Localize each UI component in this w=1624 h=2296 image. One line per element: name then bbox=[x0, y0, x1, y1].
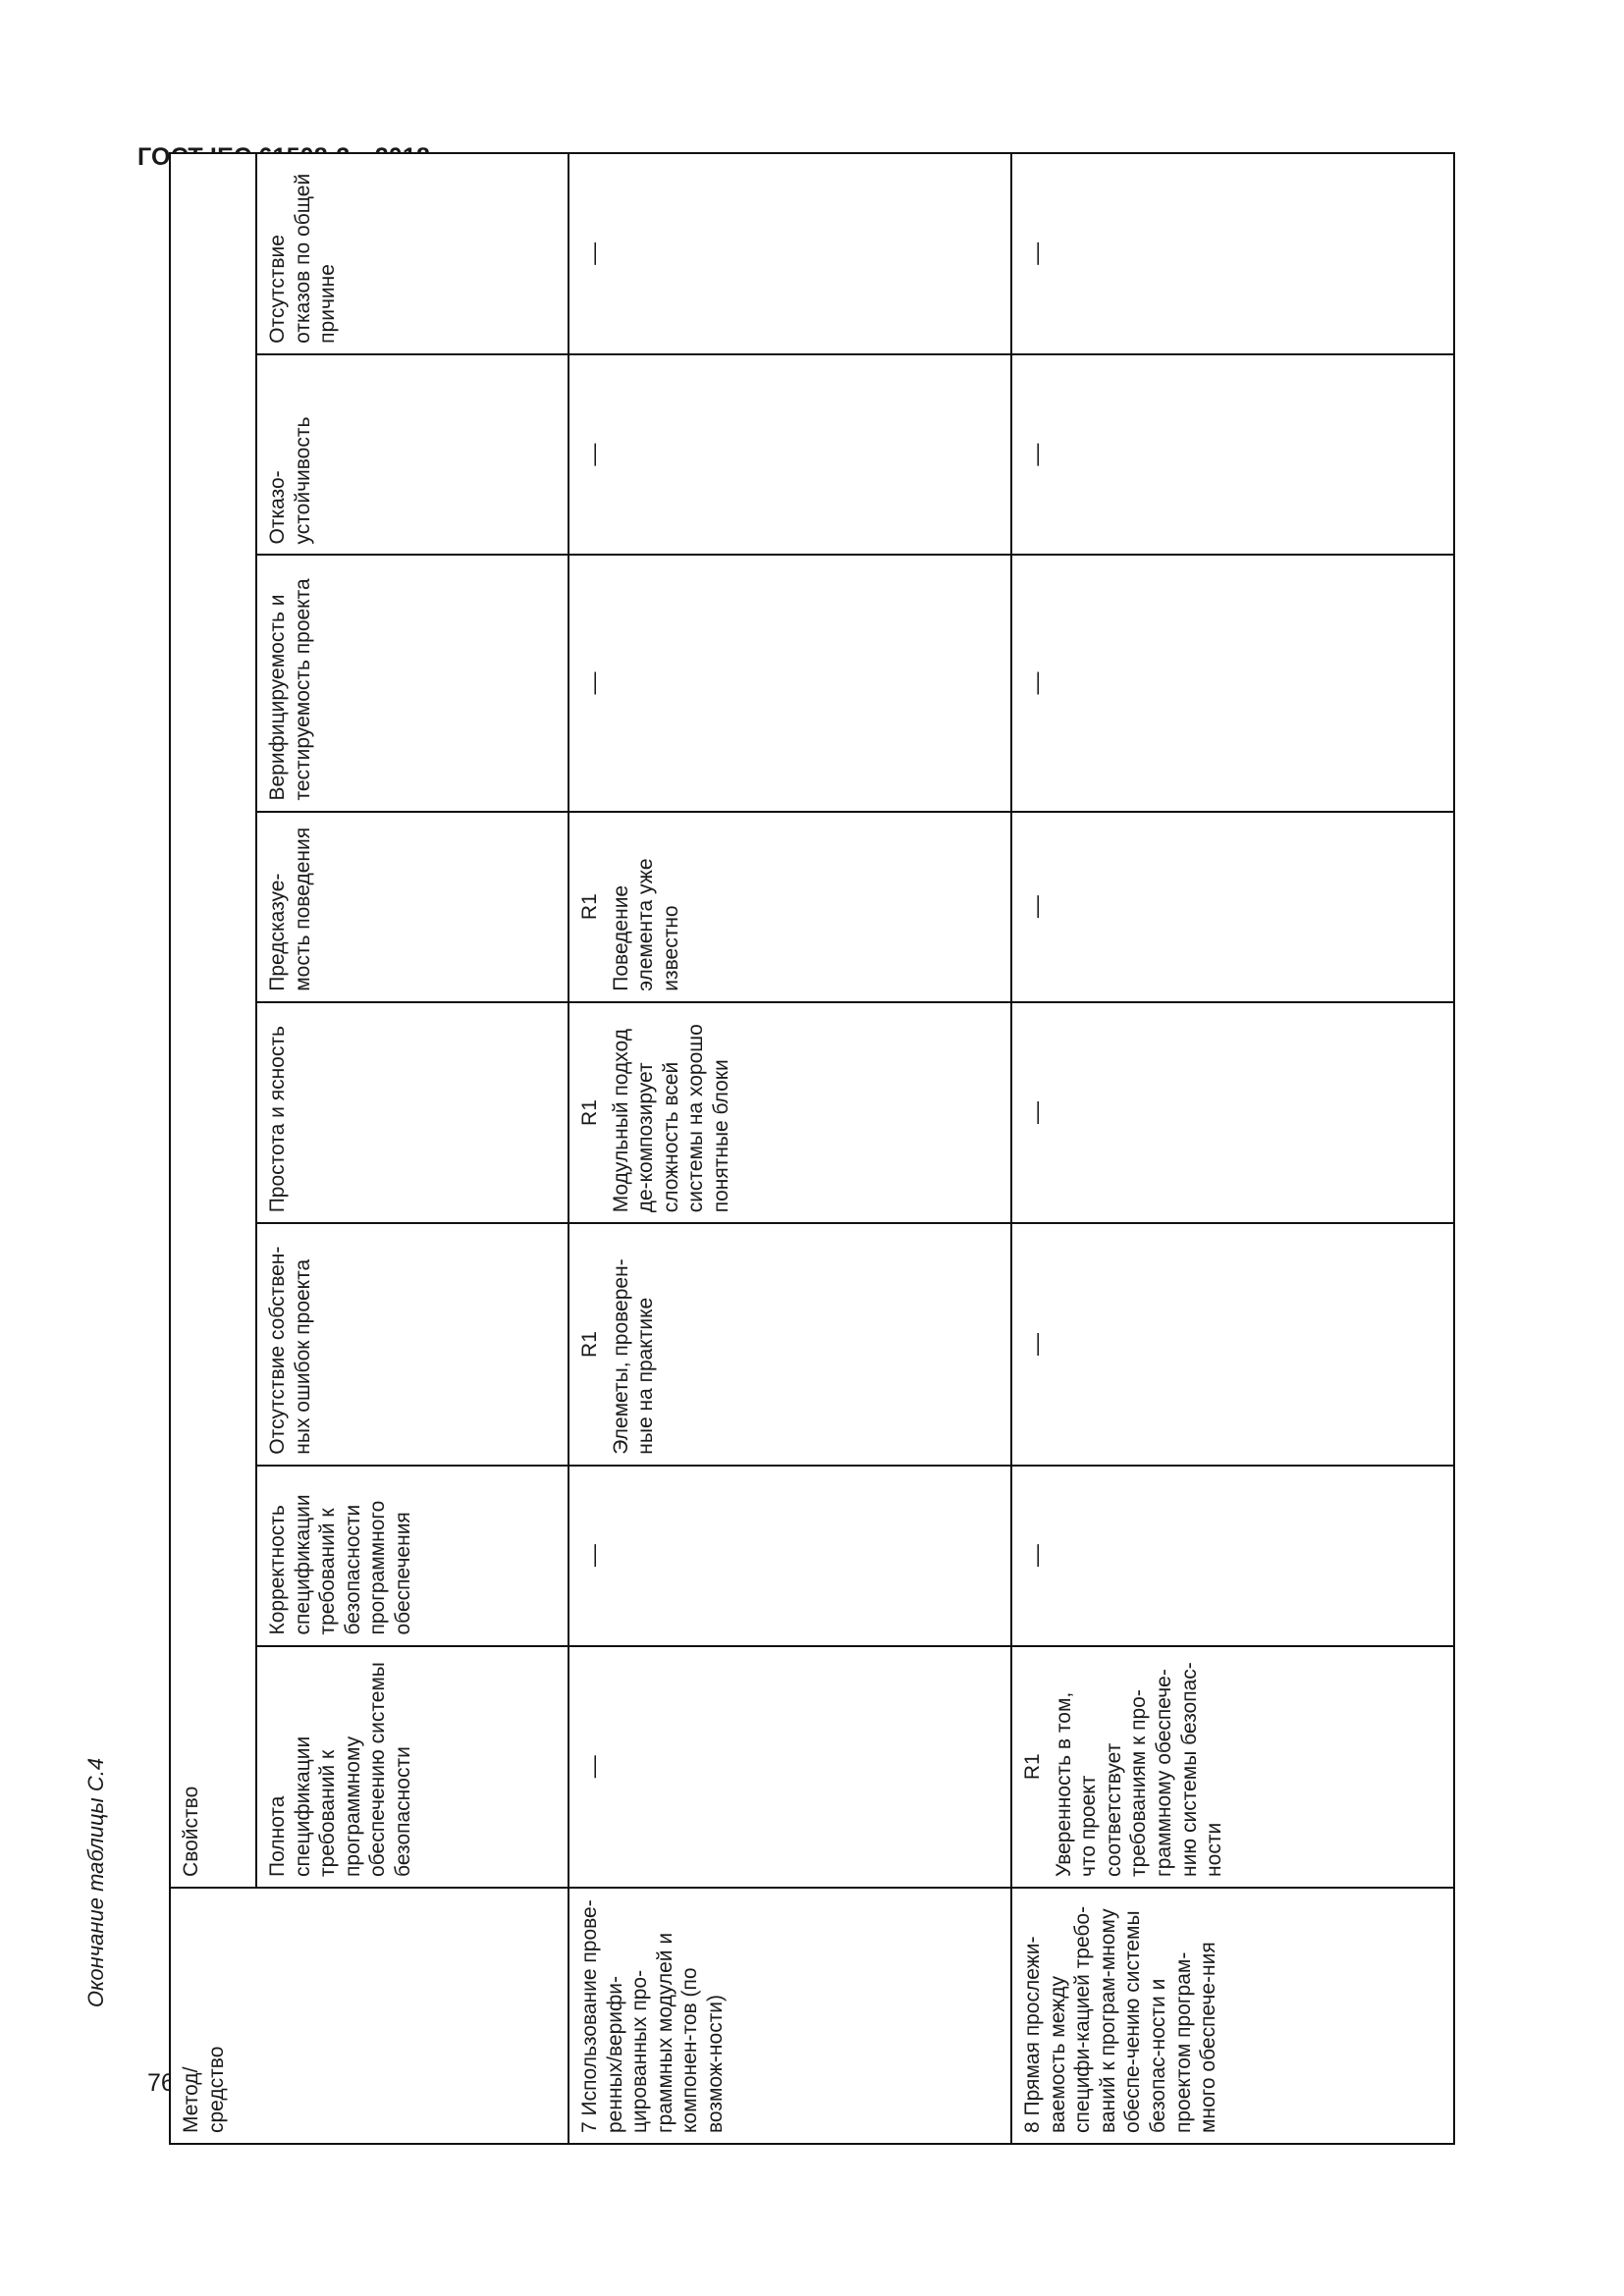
column-header-no-own-errors: Отсутствие собствен-ных ошибок проекта bbox=[256, 1223, 568, 1466]
cell-predictability: R1 Поведение элемента уже известно bbox=[568, 811, 1011, 1002]
cell-predictability: — bbox=[1011, 811, 1454, 1002]
cell-correctness: — bbox=[1011, 1465, 1454, 1646]
cell-no-common-cause-failure: — bbox=[1011, 153, 1454, 354]
column-header-verifiability: Верифицируемость и тестируемость проекта bbox=[256, 555, 568, 812]
table-row: 8 Прямая прослежи-ваемость между специфи… bbox=[1011, 153, 1454, 2144]
cell-fault-tolerance: — bbox=[568, 353, 1011, 556]
cell-method: 7 Использование прове-ренных/верифи-циро… bbox=[568, 1887, 1011, 2144]
cell-text: Уверенность в том, что проект соответств… bbox=[1052, 1662, 1226, 1877]
column-header-no-common-cause-failure: Отсутствие отказов по общей причине bbox=[256, 153, 568, 354]
table-header-group-row: Метод/ средство Свойство bbox=[170, 153, 568, 2144]
table-header-row: Полнота спецификации требований к програ… bbox=[256, 153, 568, 2144]
cell-fault-tolerance: — bbox=[1011, 353, 1454, 556]
cell-simplicity: R1 Модульный подход де-композирует сложн… bbox=[568, 1001, 1011, 1224]
cell-completeness: — bbox=[568, 1645, 1011, 1888]
cell-no-own-errors: — bbox=[1011, 1223, 1454, 1466]
dash-mark: — bbox=[1023, 671, 1049, 695]
cell-no-own-errors: R1 Элеметы, проверен-ные на практике bbox=[568, 1223, 1011, 1466]
column-header-completeness: Полнота спецификации требований к програ… bbox=[256, 1645, 568, 1888]
table-row: 7 Использование прове-ренных/верифи-циро… bbox=[568, 153, 1011, 2144]
column-header-correctness: Корректность спецификации требований к б… bbox=[256, 1465, 568, 1646]
cell-simplicity: — bbox=[1011, 1001, 1454, 1224]
dash-mark: — bbox=[580, 241, 606, 265]
cell-verifiability: — bbox=[1011, 555, 1454, 812]
column-header-simplicity: Простота и ясность bbox=[256, 1001, 568, 1224]
dash-mark: — bbox=[1023, 1101, 1049, 1125]
cell-no-common-cause-failure: — bbox=[568, 153, 1011, 354]
requirement-code: R1 bbox=[1021, 1753, 1044, 1781]
dash-mark: — bbox=[580, 1544, 606, 1568]
dash-mark: — bbox=[580, 443, 606, 466]
table-caption: Окончание таблицы С.4 bbox=[83, 1757, 108, 2008]
dash-mark: — bbox=[1023, 895, 1049, 919]
dash-mark: — bbox=[1023, 1333, 1049, 1357]
table-c4: Метод/ средство Свойство Полнота специфи… bbox=[169, 152, 1455, 2145]
column-header-method-line2: средство bbox=[204, 2046, 228, 2133]
column-header-method: Метод/ средство bbox=[170, 1887, 568, 2144]
requirement-code: R1 bbox=[578, 1099, 601, 1126]
dash-mark: — bbox=[1023, 443, 1049, 466]
cell-verifiability: — bbox=[568, 555, 1011, 812]
cell-completeness: R1 Уверенность в том, что проект соответ… bbox=[1011, 1645, 1454, 1888]
cell-text: Поведение элемента уже известно bbox=[609, 858, 682, 991]
cell-correctness: — bbox=[568, 1465, 1011, 1646]
column-header-method-line1: Метод/ bbox=[180, 2066, 202, 2133]
cell-method: 8 Прямая прослежи-ваемость между специфи… bbox=[1011, 1887, 1454, 2144]
cell-text: Элеметы, проверен-ные на практике bbox=[609, 1258, 658, 1455]
dash-mark: — bbox=[580, 1755, 606, 1779]
rotated-table-stage: Метод/ средство Свойство Полнота специфи… bbox=[169, 152, 1455, 2145]
column-header-property-group: Свойство bbox=[170, 153, 256, 1888]
cell-text: Модульный подход де-композирует сложност… bbox=[609, 1024, 733, 1213]
dash-mark: — bbox=[1023, 241, 1049, 265]
column-header-predictability: Предсказуе-мость поведения bbox=[256, 811, 568, 1002]
requirement-code: R1 bbox=[578, 893, 601, 921]
dash-mark: — bbox=[580, 671, 606, 695]
requirement-code: R1 bbox=[578, 1331, 601, 1358]
dash-mark: — bbox=[1023, 1544, 1049, 1568]
column-header-fault-tolerance: Отказо-устойчивость bbox=[256, 353, 568, 556]
